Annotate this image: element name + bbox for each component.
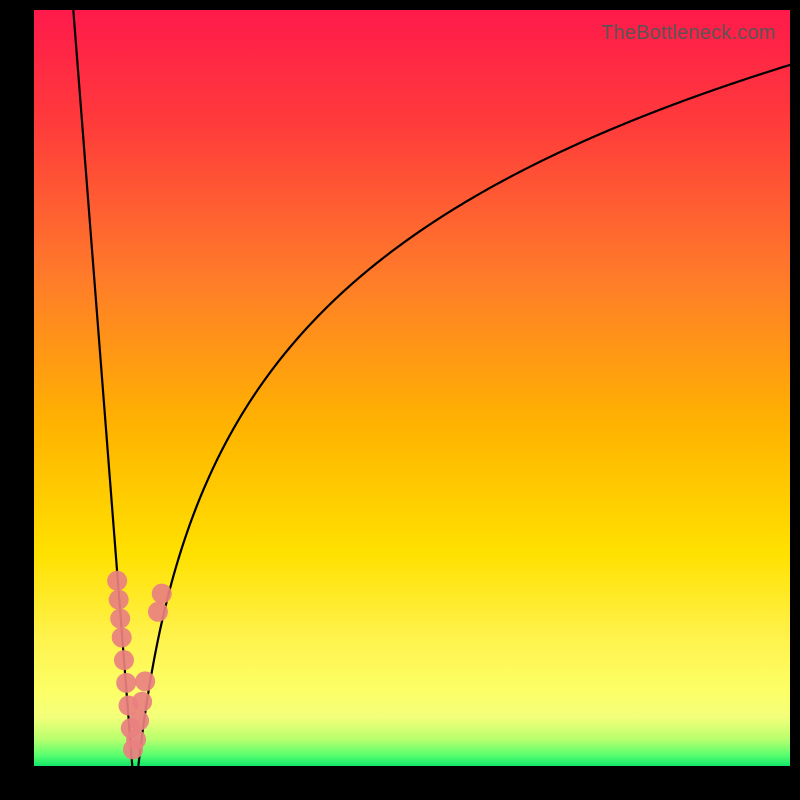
data-marker bbox=[107, 571, 127, 591]
data-marker bbox=[135, 671, 155, 691]
chart-frame: TheBottleneck.com bbox=[0, 0, 800, 800]
data-marker bbox=[129, 711, 149, 731]
data-marker bbox=[112, 627, 132, 647]
data-marker bbox=[114, 650, 134, 670]
watermark-text: TheBottleneck.com bbox=[601, 22, 776, 45]
chart-svg bbox=[34, 10, 790, 766]
data-marker bbox=[132, 692, 152, 712]
data-marker bbox=[110, 609, 130, 629]
data-marker bbox=[152, 584, 172, 604]
plot-area: TheBottleneck.com bbox=[34, 10, 790, 766]
data-marker bbox=[116, 673, 136, 693]
data-marker bbox=[109, 590, 129, 610]
marker-layer bbox=[107, 571, 172, 760]
data-marker bbox=[126, 730, 146, 750]
curve-layer bbox=[73, 10, 790, 766]
curve-right bbox=[138, 64, 790, 766]
data-marker bbox=[148, 602, 168, 622]
